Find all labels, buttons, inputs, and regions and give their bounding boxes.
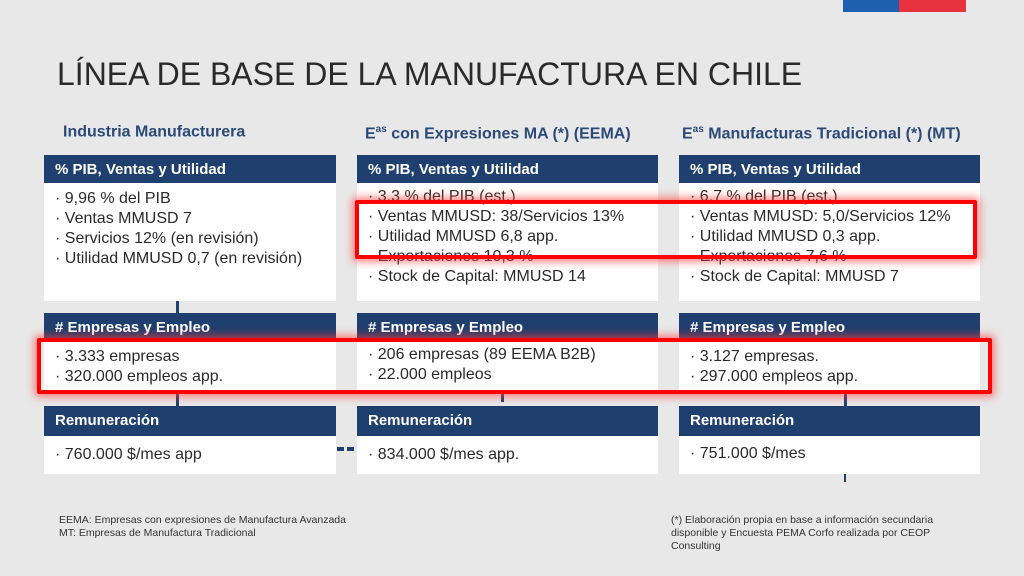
section-box: · 9,96 % del PIB · Ventas MMUSD 7 · Serv…: [44, 183, 336, 301]
list-item: · Servicios 12% (en revisión): [55, 230, 259, 247]
section-header: % PIB, Ventas y Utilidad: [44, 155, 336, 183]
section-box: · 751.000 $/mes: [679, 436, 980, 474]
section-header: Remuneración: [679, 406, 980, 436]
footnote-right: (*) Elaboración propia en base a informa…: [671, 514, 933, 553]
list-item: · 834.000 $/mes app.: [368, 446, 520, 463]
footnote-line: Consulting: [671, 540, 721, 552]
list-item: · Stock de Capital: MMUSD 14: [368, 268, 586, 285]
list-item: · 9,96 % del PIB: [55, 190, 171, 207]
list-item: · 320.000 empleos app.: [55, 368, 224, 385]
column-heading-sup: as: [692, 124, 704, 135]
connector-line: [844, 392, 847, 406]
connector-line: [176, 392, 179, 406]
list-item: · 297.000 empleos app.: [690, 368, 859, 385]
footnote-line: (*) Elaboración propia en base a informa…: [671, 514, 934, 526]
section-box: · 760.000 $/mes app: [44, 436, 336, 474]
footnote-line: MT: Empresas de Manufactura Tradicional: [59, 527, 256, 539]
column-heading-text: Manufacturas Tradicional (*) (MT): [703, 125, 961, 143]
highlight-box-empresas: [37, 338, 992, 394]
footnote-left: EEMA: Empresas con expresiones de Manufa…: [59, 514, 346, 540]
section-box: · 3.333 empresas · 320.000 empleos app.: [44, 341, 336, 392]
list-item: · 22.000 empleos: [368, 366, 492, 383]
flag-red-stripe: [899, 0, 966, 12]
list-item: · 3.127 empresas.: [690, 348, 819, 365]
list-item: · Stock de Capital: MMUSD 7: [690, 268, 899, 285]
section-box: · 834.000 $/mes app.: [357, 436, 658, 474]
list-item: · 206 empresas (89 EEMA B2B): [368, 346, 596, 363]
column-heading-sup: as: [375, 124, 387, 135]
connector-line: [501, 392, 504, 402]
list-item: · Utilidad MMUSD 0,7 (en revisión): [55, 250, 303, 267]
section-header: # Empresas y Empleo: [44, 313, 336, 341]
list-item: · 3.333 empresas: [55, 348, 180, 365]
column-heading-text: con Expresiones MA (*) (EEMA): [386, 125, 631, 143]
connector-line: [844, 474, 846, 482]
list-item: · Utilidad MMUSD 0,3 app.: [690, 228, 881, 245]
connector-line: [176, 301, 179, 313]
section-header: # Empresas y Empleo: [679, 313, 980, 341]
column-heading-prefix: E: [682, 125, 693, 143]
list-item: · 760.000 $/mes app: [55, 446, 202, 463]
column-heading-industria: Industria Manufacturera: [63, 122, 245, 141]
slide-title: LÍNEA DE BASE DE LA MANUFACTURA EN CHILE: [57, 56, 803, 92]
section-header: Remuneración: [44, 406, 336, 436]
section-header: # Empresas y Empleo: [357, 313, 658, 341]
column-heading-eema: Eas con Expresiones MA (*) (EEMA): [365, 124, 631, 143]
column-heading-text: Industria Manufacturera: [63, 123, 246, 141]
section-header: % PIB, Ventas y Utilidad: [679, 155, 980, 183]
highlight-box-ventas: [355, 200, 977, 259]
list-item: · Utilidad MMUSD 6,8 app.: [368, 228, 559, 245]
footnote-line: EEMA: Empresas con expresiones de Manufa…: [59, 514, 346, 526]
list-item: · Ventas MMUSD: 38/Servicios 13%: [368, 208, 625, 225]
section-box: · 3.127 empresas. · 297.000 empleos app.: [679, 341, 980, 392]
flag-blue-stripe: [843, 0, 899, 12]
column-heading-prefix: E: [365, 125, 376, 143]
list-item: · 751.000 $/mes: [690, 445, 806, 462]
connector-dash: [337, 447, 357, 451]
section-header: % PIB, Ventas y Utilidad: [357, 155, 658, 183]
footnote-line: disponible y Encuesta PEMA Corfo realiza…: [671, 527, 931, 539]
section-header: Remuneración: [357, 406, 658, 436]
list-item: · Ventas MMUSD 7: [55, 210, 192, 227]
section-box: · 206 empresas (89 EEMA B2B) · 22.000 em…: [357, 341, 658, 392]
column-heading-mt: Eas Manufacturas Tradicional (*) (MT): [682, 124, 961, 143]
list-item: · Ventas MMUSD: 5,0/Servicios 12%: [690, 208, 951, 225]
